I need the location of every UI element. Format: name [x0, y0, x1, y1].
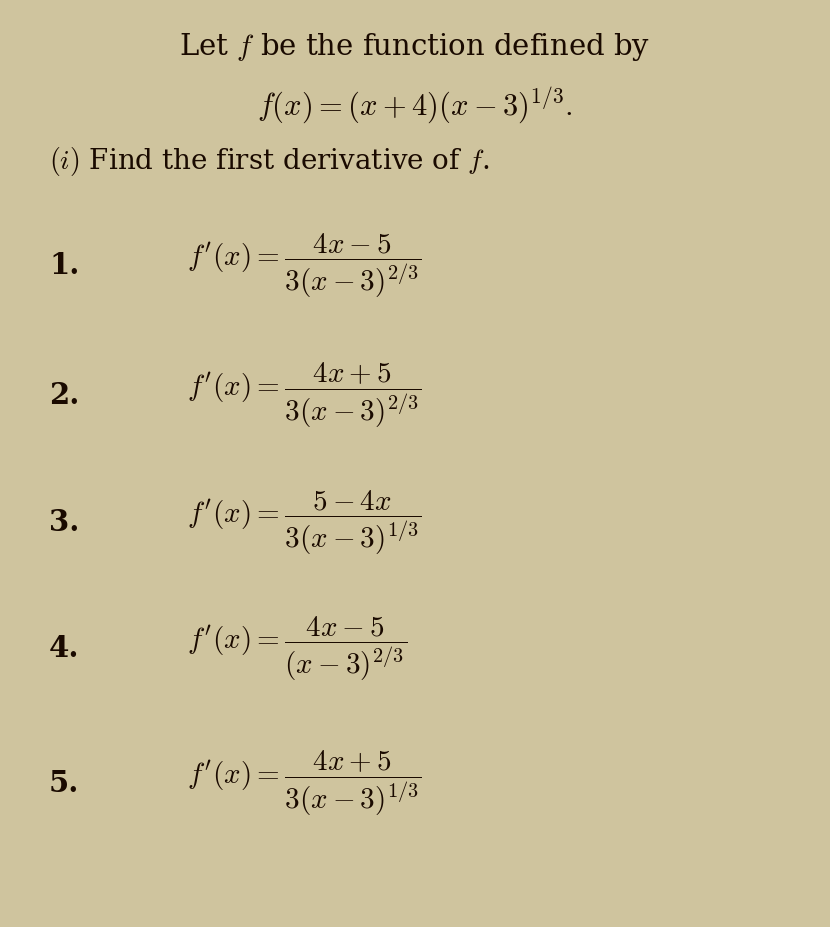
- Text: $(i)$ Find the first derivative of $f$.: $(i)$ Find the first derivative of $f$.: [49, 146, 490, 178]
- Text: $f'(x) = \dfrac{4x-5}{3(x-3)^{2/3}}$: $f'(x) = \dfrac{4x-5}{3(x-3)^{2/3}}$: [188, 231, 422, 299]
- Text: 1.: 1.: [49, 251, 80, 280]
- Text: 2.: 2.: [49, 381, 80, 410]
- Text: $f(x) = (x+4)(x-3)^{1/3}.$: $f(x) = (x+4)(x-3)^{1/3}.$: [257, 84, 573, 124]
- Text: $f'(x) = \dfrac{4x+5}{3(x-3)^{2/3}}$: $f'(x) = \dfrac{4x+5}{3(x-3)^{2/3}}$: [188, 361, 422, 430]
- Text: 5.: 5.: [49, 768, 80, 798]
- Text: 4.: 4.: [49, 634, 80, 664]
- Text: $f'(x) = \dfrac{4x+5}{3(x-3)^{1/3}}$: $f'(x) = \dfrac{4x+5}{3(x-3)^{1/3}}$: [188, 749, 422, 818]
- Text: $f'(x) = \dfrac{5-4x}{3(x-3)^{1/3}}$: $f'(x) = \dfrac{5-4x}{3(x-3)^{1/3}}$: [188, 489, 422, 557]
- Text: Let $f$ be the function defined by: Let $f$ be the function defined by: [179, 32, 651, 63]
- Text: 3.: 3.: [49, 508, 80, 537]
- Text: $f'(x) = \dfrac{4x-5}{(x-3)^{2/3}}$: $f'(x) = \dfrac{4x-5}{(x-3)^{2/3}}$: [188, 615, 408, 683]
